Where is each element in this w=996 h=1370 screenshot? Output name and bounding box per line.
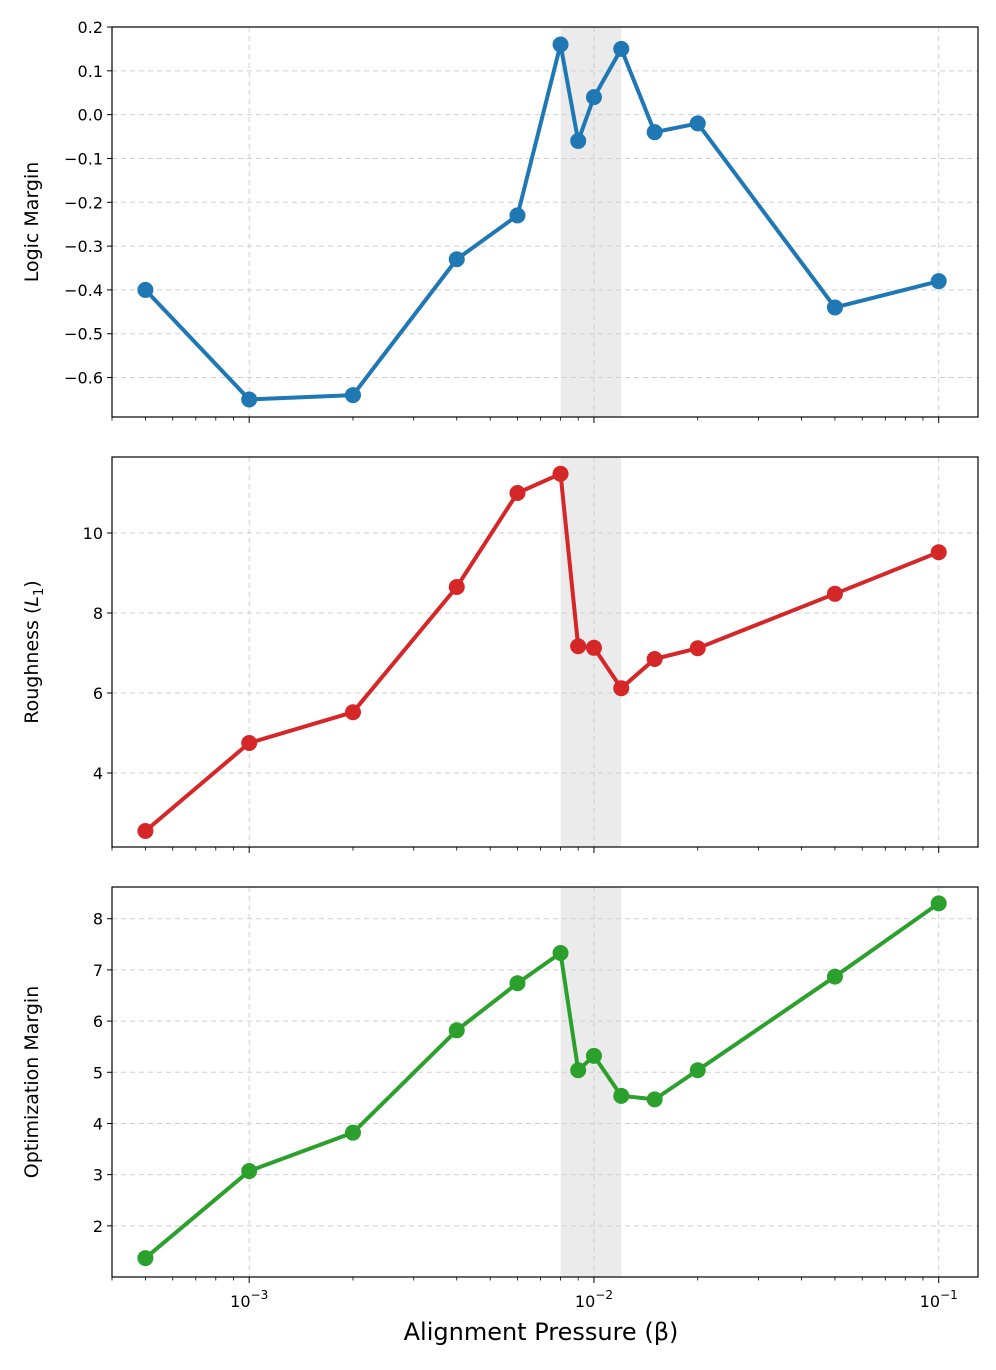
y-tick-label: 4 [93, 1114, 103, 1133]
x-tick-label: 10−2 [575, 1288, 613, 1311]
data-point-logic-margin [552, 36, 569, 53]
grid-roughness [112, 457, 978, 847]
data-point-roughness [137, 823, 154, 839]
data-point-optimization-margin [570, 1062, 587, 1079]
ticks-logic-margin: 0.2 0.1 0.0 −0.1 −0.2 −0.3 −0.4 −0.5 −0.6 [64, 18, 940, 423]
data-point-logic-margin [930, 273, 947, 290]
x-tick-label: 10−1 [920, 1288, 958, 1311]
data-point-optimization-margin [241, 1163, 258, 1180]
y-tick-label: 6 [93, 684, 103, 703]
data-point-roughness [689, 640, 706, 657]
y-tick-label: −0.6 [64, 369, 103, 388]
data-point-logic-margin [509, 207, 526, 224]
data-point-logic-margin [344, 387, 361, 404]
y-tick-label: 5 [93, 1063, 103, 1082]
y-tick-label: 3 [93, 1166, 103, 1185]
y-tick-label: 0.0 [78, 106, 103, 125]
data-point-roughness [930, 544, 947, 561]
y-tick-label: 0.1 [78, 62, 103, 81]
data-point-roughness [241, 735, 258, 751]
data-point-logic-margin [570, 132, 587, 149]
x-tick-label: 10−3 [230, 1288, 268, 1311]
data-point-logic-margin [613, 40, 630, 57]
data-point-optimization-margin [344, 1124, 361, 1141]
data-point-optimization-margin [585, 1047, 602, 1064]
y-tick-label: 0.2 [78, 18, 103, 37]
data-point-logic-margin [241, 391, 258, 408]
data-point-roughness [509, 485, 526, 501]
panel-optimization-margin: 2 3 4 5 6 7 8 Optimization Margin [21, 886, 979, 1283]
data-point-optimization-margin [930, 895, 947, 912]
y-tick-label: 7 [93, 961, 103, 980]
data-point-logic-margin [137, 281, 154, 298]
series-optimization-margin [137, 895, 947, 1267]
data-point-optimization-margin [509, 975, 526, 992]
data-point-roughness [344, 704, 361, 721]
ylabel-logic-margin: Logic Margin [21, 162, 43, 283]
panel-roughness: 4 6 8 10 Roughness (L1) [21, 456, 979, 853]
data-point-roughness [570, 638, 587, 655]
y-tick-label: −0.2 [64, 193, 103, 212]
panel-logic-margin: 0.2 0.1 0.0 −0.1 −0.2 −0.3 −0.4 −0.5 −0.6 Logic … [21, 18, 979, 423]
ylabel-roughness: Roughness (L1) [21, 580, 47, 723]
data-point-optimization-margin [826, 968, 843, 985]
x-tick-labels: 10−3 10−2 10−1 [230, 1288, 958, 1311]
data-point-roughness [585, 639, 602, 656]
data-point-logic-margin [585, 89, 602, 106]
y-tick-label: 2 [93, 1217, 103, 1236]
series-roughness [137, 465, 947, 839]
y-tick-label: 8 [93, 604, 103, 623]
data-point-optimization-margin [646, 1091, 663, 1108]
y-tick-label: −0.5 [64, 325, 103, 344]
axes-frame-roughness [111, 456, 979, 848]
data-point-roughness [646, 651, 663, 667]
series-logic-margin [137, 36, 947, 408]
y-tick-label: −0.3 [64, 237, 103, 256]
data-point-roughness [552, 465, 569, 482]
data-point-roughness [613, 680, 630, 697]
y-tick-label: 10 [83, 524, 103, 543]
data-point-optimization-margin [552, 945, 569, 962]
ylabel-roughness-subscript: 1 [32, 588, 47, 596]
data-point-logic-margin [689, 115, 706, 132]
y-tick-label: 8 [93, 910, 103, 929]
data-point-optimization-margin [137, 1250, 154, 1267]
axes-frame-logic-margin [111, 26, 979, 418]
data-point-optimization-margin [689, 1062, 706, 1079]
data-point-optimization-margin [613, 1087, 630, 1104]
x-axis-label: Alignment Pressure (β) [404, 1318, 679, 1346]
y-tick-label: −0.4 [64, 281, 103, 300]
data-point-logic-margin [646, 124, 663, 141]
axes-frame-optimization-margin [111, 886, 979, 1278]
y-tick-label: 6 [93, 1012, 103, 1031]
data-point-roughness [448, 579, 465, 595]
data-point-logic-margin [448, 251, 465, 268]
y-tick-label: 4 [93, 764, 103, 783]
data-point-logic-margin [826, 299, 843, 316]
ylabel-optimization-margin: Optimization Margin [21, 986, 43, 1178]
data-point-optimization-margin [448, 1022, 465, 1039]
data-point-roughness [826, 585, 843, 602]
y-tick-label: −0.1 [64, 149, 103, 168]
